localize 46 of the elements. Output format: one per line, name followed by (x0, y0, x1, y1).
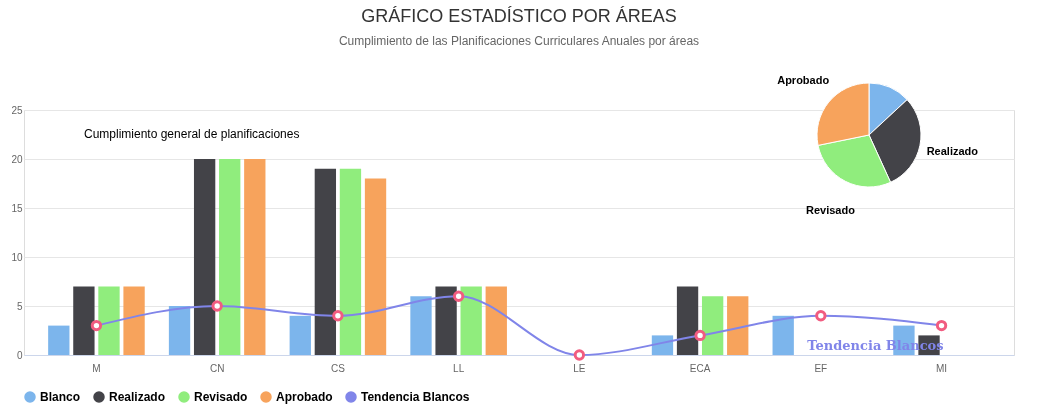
bar (48, 325, 70, 355)
x-tick-label: CS (330, 362, 346, 374)
chart-subtitle: Cumplimiento de las Planificaciones Curriculares Anuales por áreas (338, 34, 700, 49)
bar (123, 286, 145, 355)
chart-title: GRÁFICO ESTADÍSTICO POR ÁREAS (361, 6, 677, 27)
legend-label: Blanco (40, 390, 81, 404)
bar (364, 178, 387, 355)
y-tick-label: 20 (11, 153, 23, 165)
bar (289, 315, 311, 355)
x-tick-label: MI (936, 362, 948, 374)
slice-label: Aprobado (777, 74, 830, 87)
bar (73, 286, 95, 355)
bar (98, 286, 120, 355)
bar (244, 159, 266, 355)
bar (314, 168, 337, 355)
text: Tendencia Blancos (807, 337, 944, 353)
x-tick-label: ECA (689, 362, 711, 374)
y-tick-label: 5 (16, 300, 23, 312)
legend-label: Tendencia Blancos (361, 390, 470, 404)
bar (410, 296, 432, 355)
slice-label: Revisado (805, 203, 856, 216)
y-tick-label: 10 (11, 251, 23, 263)
bar (485, 286, 507, 355)
x-tick-label: LE (573, 362, 586, 374)
y-tick-label: 0 (16, 349, 23, 361)
bar (168, 306, 191, 355)
bar (435, 286, 457, 355)
legend-label: Revisado (194, 390, 248, 404)
annotation: Cumplimiento general de planificaciones (84, 127, 300, 141)
bar (460, 286, 482, 355)
bar (727, 296, 749, 355)
bar (193, 159, 216, 355)
x-tick-label: LL (453, 362, 465, 374)
bar (772, 315, 794, 355)
slice-label: Realizado (926, 144, 979, 157)
x-tick-label: M (92, 362, 101, 374)
y-tick-label: 15 (11, 202, 23, 214)
bar (701, 296, 724, 355)
bar (676, 286, 699, 355)
x-tick-label: EF (814, 362, 828, 374)
x-tick-label: CN (209, 362, 225, 374)
legend-label: Aprobado (276, 390, 333, 404)
bar (219, 159, 241, 355)
y-tick-label: 25 (11, 104, 23, 116)
bar (339, 168, 362, 355)
legend-label: Realizado (109, 390, 166, 404)
